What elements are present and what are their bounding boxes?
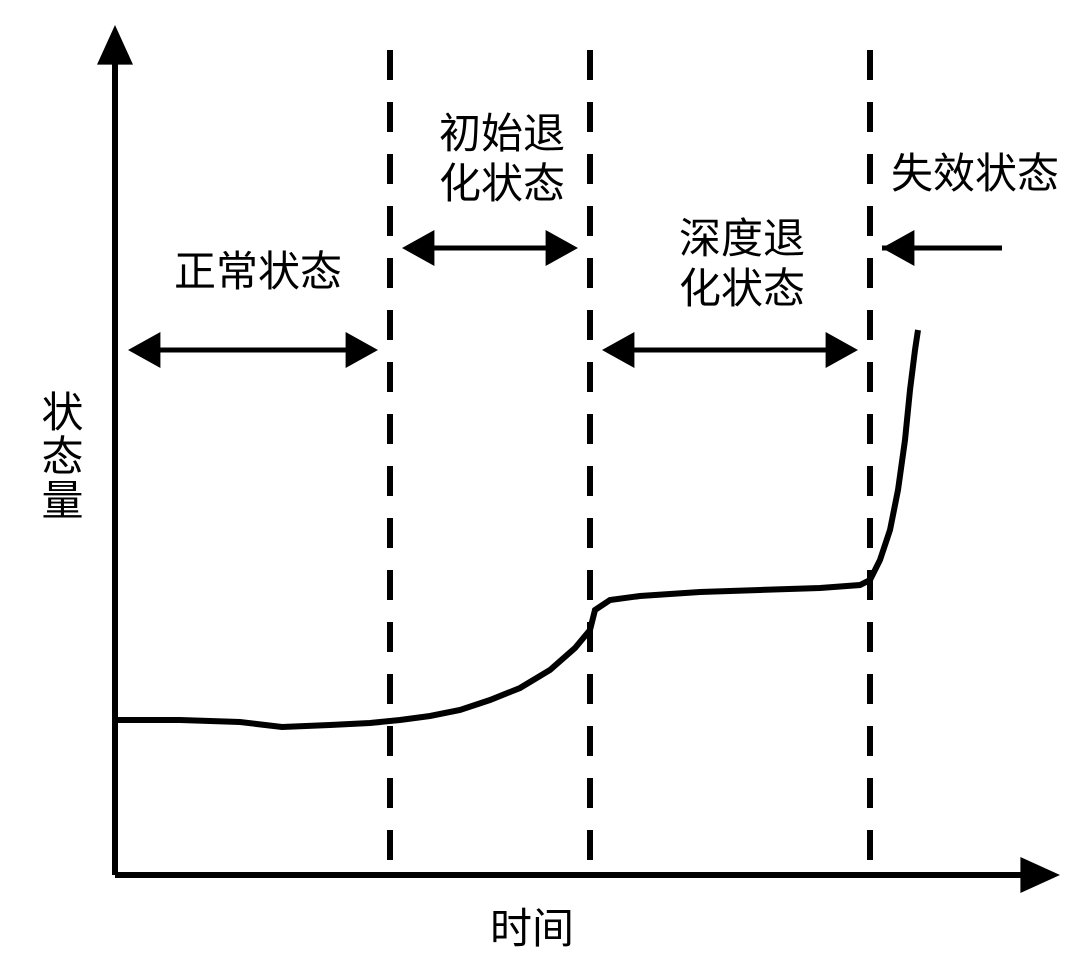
region-arrow-left-head-2 — [602, 332, 634, 368]
region-label-3: 失效状态 — [875, 150, 1075, 200]
y-axis-label: 状态量 — [28, 390, 89, 522]
region-arrow-right-head-1 — [546, 230, 578, 266]
x-axis-arrow — [1020, 857, 1060, 893]
region-label-1: 初始退化状态 — [402, 110, 602, 211]
x-axis-label: 时间 — [490, 905, 574, 955]
region-arrow-left-head-3 — [882, 230, 914, 266]
degradation-state-chart: 状态量 时间 正常状态初始退化状态深度退化状态失效状态 — [0, 0, 1087, 958]
y-axis-arrow — [97, 25, 133, 65]
region-label-0: 正常状态 — [158, 248, 358, 298]
region-label-2: 深度退化状态 — [642, 215, 842, 316]
region-arrow-left-head-1 — [402, 230, 434, 266]
region-arrow-right-head-0 — [346, 332, 378, 368]
region-arrow-left-head-0 — [128, 332, 160, 368]
degradation-curve — [115, 330, 918, 727]
region-arrow-right-head-2 — [826, 332, 858, 368]
